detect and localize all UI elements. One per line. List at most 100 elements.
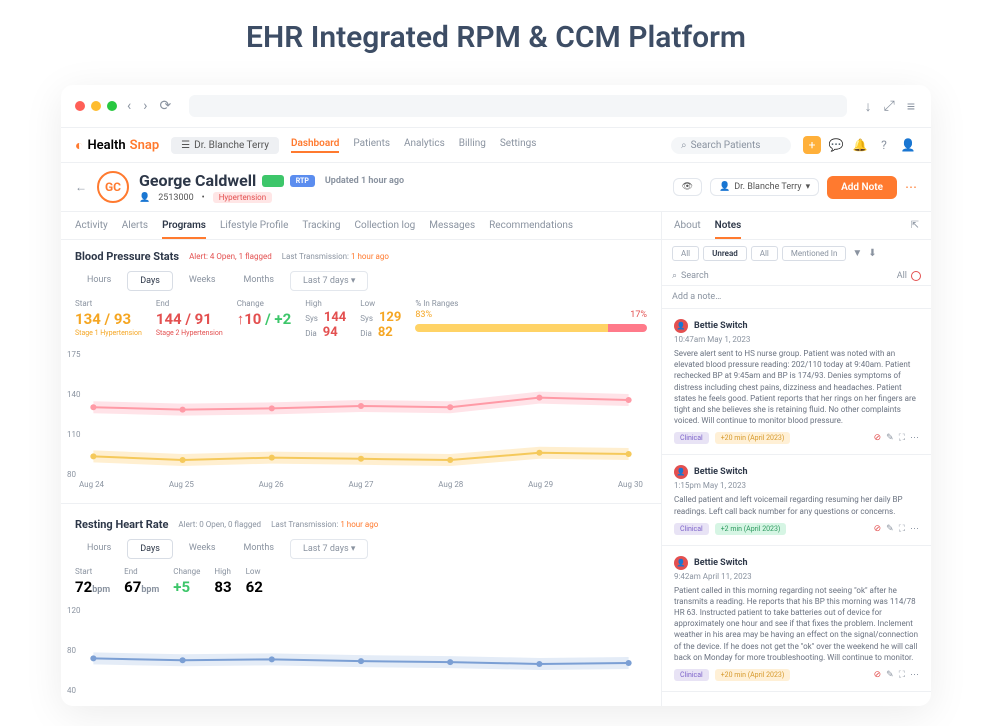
end-val: 144 / 91 bbox=[156, 310, 223, 328]
delete-icon[interactable]: ⊘ bbox=[874, 524, 882, 534]
care-team-name: Dr. Blanche Terry bbox=[734, 182, 801, 192]
logo-icon: ◐ bbox=[75, 137, 83, 154]
updated-text: Updated 1 hour ago bbox=[325, 176, 404, 186]
nav-item[interactable]: Recommendations bbox=[489, 220, 573, 239]
download-icon[interactable]: ⬇ bbox=[868, 248, 876, 259]
range-y: 83% bbox=[415, 310, 432, 320]
time-dropdown[interactable]: Last 7 days ▾ bbox=[290, 271, 368, 291]
time-tab[interactable]: Months bbox=[231, 271, 286, 291]
notes-expand-icon[interactable]: ⇱ bbox=[911, 220, 919, 239]
more-icon[interactable]: ⋯ bbox=[910, 433, 919, 443]
forward-icon[interactable]: › bbox=[141, 98, 149, 114]
expand-icon[interactable]: ⛶ bbox=[899, 670, 905, 680]
clock-icon[interactable] bbox=[911, 271, 921, 281]
nav-item[interactable]: Analytics bbox=[404, 138, 445, 153]
time-tab[interactable]: Weeks bbox=[177, 539, 228, 559]
user-selector[interactable]: ☰ Dr. Blanche Terry bbox=[171, 137, 279, 154]
logo[interactable]: ◐ HealthSnap bbox=[75, 137, 159, 154]
nav-item[interactable]: Dashboard bbox=[291, 138, 339, 153]
notes-search[interactable]: ⌕ Search All bbox=[662, 267, 931, 286]
more-icon[interactable]: ⋯ bbox=[905, 180, 917, 194]
author-avatar: 👤 bbox=[674, 465, 688, 479]
filter-chip[interactable]: All bbox=[751, 246, 778, 261]
view-chip[interactable]: 👁 bbox=[673, 178, 702, 196]
close-dot[interactable] bbox=[75, 101, 85, 111]
header-icons: + 💬 🔔 ? 👤 bbox=[803, 136, 917, 154]
reload-icon[interactable]: ⟳ bbox=[157, 98, 173, 114]
low-lbl: Low bbox=[360, 299, 401, 308]
nav-item[interactable]: Lifestyle Profile bbox=[220, 220, 288, 239]
note-tag-clinical: Clinical bbox=[674, 432, 709, 444]
search-icon: ⌕ bbox=[681, 140, 687, 151]
hr-alert-meta: Alert: 0 Open, 0 flagged bbox=[178, 520, 261, 529]
nav-item[interactable]: Tracking bbox=[302, 220, 340, 239]
change-lbl: Change bbox=[237, 299, 292, 308]
time-tab[interactable]: Days bbox=[127, 271, 173, 291]
time-tab[interactable]: Days bbox=[127, 539, 173, 559]
nav-item[interactable]: Settings bbox=[500, 138, 537, 153]
add-note-input[interactable]: Add a note… bbox=[662, 286, 931, 309]
time-tab[interactable]: Months bbox=[231, 539, 286, 559]
delete-icon[interactable]: ⊘ bbox=[874, 433, 882, 443]
filter-chip[interactable]: Unread bbox=[703, 246, 747, 261]
edit-icon[interactable]: ✎ bbox=[886, 524, 894, 534]
nav-item[interactable]: Patients bbox=[353, 138, 390, 153]
condition-tag: Hypertension bbox=[213, 192, 272, 203]
add-note-button[interactable]: Add Note bbox=[827, 176, 897, 199]
back-button[interactable]: ← bbox=[75, 180, 87, 194]
nav-item[interactable]: Activity bbox=[75, 220, 108, 239]
add-icon[interactable]: + bbox=[803, 136, 821, 154]
edit-icon[interactable]: ✎ bbox=[886, 670, 894, 680]
notes-filters: All Unread All Mentioned In ▼ ⬇ bbox=[662, 240, 931, 267]
care-team-av: 👤 bbox=[719, 182, 730, 192]
time-tab[interactable]: Hours bbox=[75, 271, 123, 291]
search-icon: ⌕ bbox=[672, 271, 677, 281]
note-time: 9:42am April 11, 2023 bbox=[674, 572, 919, 581]
author-name: Bettie Switch bbox=[694, 467, 747, 477]
care-team-chip[interactable]: 👤 Dr. Blanche Terry ▾ bbox=[710, 178, 819, 196]
time-tab[interactable]: Hours bbox=[75, 539, 123, 559]
edit-icon[interactable]: ✎ bbox=[886, 433, 894, 443]
max-dot[interactable] bbox=[107, 101, 117, 111]
tab-about[interactable]: About bbox=[674, 220, 701, 239]
nav-item[interactable]: Alerts bbox=[122, 220, 148, 239]
range-r: 17% bbox=[630, 310, 647, 320]
nav-item[interactable]: Collection log bbox=[354, 220, 415, 239]
expand-icon[interactable]: ⛶ bbox=[899, 433, 905, 443]
avatar-icon[interactable]: 👤 bbox=[899, 136, 917, 154]
hr-chart: 1208040 bbox=[75, 606, 647, 696]
nav-item[interactable]: Programs bbox=[162, 220, 206, 239]
search-input[interactable]: ⌕ Search Patients bbox=[671, 137, 791, 154]
hr-card: Resting Heart Rate Alert: 0 Open, 0 flag… bbox=[61, 508, 661, 706]
expand-icon[interactable]: ⤢ bbox=[882, 98, 897, 114]
more-icon[interactable]: ⋯ bbox=[910, 524, 919, 534]
help-icon[interactable]: ? bbox=[875, 136, 893, 154]
start-lbl: Start bbox=[75, 299, 142, 308]
more-icon[interactable]: ⋯ bbox=[910, 670, 919, 680]
time-dropdown[interactable]: Last 7 days ▾ bbox=[290, 539, 368, 559]
hr-time-tabs: HoursDaysWeeksMonthsLast 7 days ▾ bbox=[75, 539, 647, 559]
patient-info: George Caldwell LW RTP Updated 1 hour ag… bbox=[139, 171, 404, 203]
filter-chip[interactable]: All bbox=[672, 246, 699, 261]
patient-header: ← GC George Caldwell LW RTP Updated 1 ho… bbox=[61, 163, 931, 212]
nav-item[interactable]: Messages bbox=[429, 220, 475, 239]
min-dot[interactable] bbox=[91, 101, 101, 111]
time-tab[interactable]: Weeks bbox=[177, 271, 228, 291]
tab-notes[interactable]: Notes bbox=[715, 220, 742, 239]
menu-icon[interactable]: ≡ bbox=[905, 98, 917, 115]
filter-icon[interactable]: ▼ bbox=[852, 248, 862, 259]
back-icon[interactable]: ‹ bbox=[125, 98, 133, 114]
expand-icon[interactable]: ⛶ bbox=[899, 524, 905, 534]
divider bbox=[61, 503, 661, 504]
bell-icon[interactable]: 🔔 bbox=[851, 136, 869, 154]
filter-all-icon[interactable]: All bbox=[897, 271, 907, 281]
download-icon[interactable]: ↓ bbox=[863, 98, 874, 115]
start-sub: Stage 1 Hypertension bbox=[75, 329, 142, 337]
delete-icon[interactable]: ⊘ bbox=[874, 670, 882, 680]
app-header: ◐ HealthSnap ☰ Dr. Blanche Terry Dashboa… bbox=[61, 128, 931, 163]
filter-chip[interactable]: Mentioned In bbox=[782, 246, 847, 261]
nav-item[interactable]: Billing bbox=[459, 138, 486, 153]
high-lbl: High bbox=[305, 299, 346, 308]
chat-icon[interactable]: 💬 bbox=[827, 136, 845, 154]
url-bar[interactable] bbox=[189, 95, 846, 117]
